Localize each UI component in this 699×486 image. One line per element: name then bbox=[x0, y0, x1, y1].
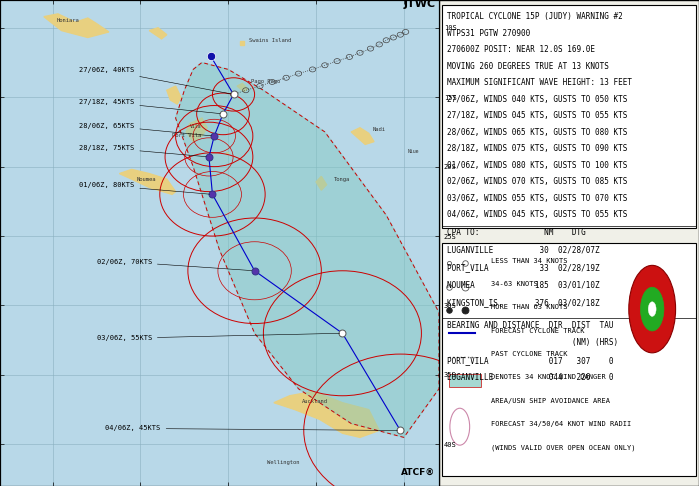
Polygon shape bbox=[150, 28, 167, 39]
Text: 04/06Z, WINDS 045 KTS, GUSTS TO 055 KTS: 04/06Z, WINDS 045 KTS, GUSTS TO 055 KTS bbox=[447, 210, 627, 220]
Text: Honiara: Honiara bbox=[56, 18, 79, 23]
Text: MAXIMUM SIGNIFICANT WAVE HEIGHT: 13 FEET: MAXIMUM SIGNIFICANT WAVE HEIGHT: 13 FEET bbox=[447, 78, 632, 87]
Text: JTWC: JTWC bbox=[403, 0, 435, 9]
Text: CPA TO:              NM    DTG: CPA TO: NM DTG bbox=[447, 228, 586, 238]
Text: 28/18Z, WINDS 075 KTS, GUSTS TO 090 KTS: 28/18Z, WINDS 075 KTS, GUSTS TO 090 KTS bbox=[447, 144, 627, 154]
Text: ATCF®: ATCF® bbox=[401, 468, 435, 477]
Text: Vila: Vila bbox=[189, 124, 201, 129]
Text: 03/06Z, WINDS 055 KTS, GUSTS TO 070 KTS: 03/06Z, WINDS 055 KTS, GUSTS TO 070 KTS bbox=[447, 194, 627, 203]
Text: MORE THAN 63 KNOTS: MORE THAN 63 KNOTS bbox=[491, 304, 568, 310]
Text: LUGANVILLE          30  02/28/07Z: LUGANVILLE 30 02/28/07Z bbox=[447, 246, 600, 255]
Text: (WINDS VALID OVER OPEN OCEAN ONLY): (WINDS VALID OVER OPEN OCEAN ONLY) bbox=[491, 444, 635, 451]
Text: Noumea: Noumea bbox=[137, 176, 157, 181]
Text: 27/18Z, 45KTS: 27/18Z, 45KTS bbox=[79, 99, 220, 114]
Text: BEARING AND DISTANCE  DIR  DIST  TAU: BEARING AND DISTANCE DIR DIST TAU bbox=[447, 321, 613, 330]
Text: 28/06Z, 65KTS: 28/06Z, 65KTS bbox=[79, 123, 212, 136]
Text: LESS THAN 34 KNOTS: LESS THAN 34 KNOTS bbox=[491, 258, 568, 263]
Text: Tonga: Tonga bbox=[333, 176, 350, 181]
Polygon shape bbox=[167, 86, 181, 104]
Text: DENOTES 34 KNOT WIND DANGER: DENOTES 34 KNOT WIND DANGER bbox=[491, 374, 606, 380]
Text: KINGSTON_IS.       376  03/02/18Z: KINGSTON_IS. 376 03/02/18Z bbox=[447, 298, 600, 308]
Text: 27/18Z, WINDS 045 KTS, GUSTS TO 055 KTS: 27/18Z, WINDS 045 KTS, GUSTS TO 055 KTS bbox=[447, 111, 627, 121]
Text: 02/06Z, WINDS 070 KTS, GUSTS TO 085 KTS: 02/06Z, WINDS 070 KTS, GUSTS TO 085 KTS bbox=[447, 177, 627, 187]
Polygon shape bbox=[237, 83, 247, 92]
Polygon shape bbox=[186, 118, 207, 141]
Text: NOUMEA             185  03/01/10Z: NOUMEA 185 03/01/10Z bbox=[447, 281, 600, 290]
Text: 01/06Z, 80KTS: 01/06Z, 80KTS bbox=[79, 182, 210, 194]
Polygon shape bbox=[175, 63, 439, 437]
FancyBboxPatch shape bbox=[442, 243, 696, 476]
Text: 03/06Z, 55KTS: 03/06Z, 55KTS bbox=[96, 333, 340, 341]
Polygon shape bbox=[120, 170, 175, 194]
Text: MOVING 260 DEGREES TRUE AT 13 KNOTS: MOVING 260 DEGREES TRUE AT 13 KNOTS bbox=[447, 62, 609, 71]
Text: 27/06Z, WINDS 040 KTS, GUSTS TO 050 KTS: 27/06Z, WINDS 040 KTS, GUSTS TO 050 KTS bbox=[447, 95, 627, 104]
Text: TROPICAL CYCLONE 15P (JUDY) WARNING #2: TROPICAL CYCLONE 15P (JUDY) WARNING #2 bbox=[447, 12, 623, 21]
FancyBboxPatch shape bbox=[449, 374, 481, 387]
Text: 04/06Z, 45KTS: 04/06Z, 45KTS bbox=[106, 425, 398, 432]
Text: Auckland: Auckland bbox=[302, 399, 328, 404]
Text: Niue: Niue bbox=[408, 149, 419, 154]
Text: WTPS31 PGTW 270900: WTPS31 PGTW 270900 bbox=[447, 29, 530, 38]
Text: 270600Z POSIT: NEAR 12.0S 169.0E: 270600Z POSIT: NEAR 12.0S 169.0E bbox=[447, 45, 595, 54]
Polygon shape bbox=[274, 392, 380, 437]
Text: 01/06Z, WINDS 080 KTS, GUSTS TO 100 KTS: 01/06Z, WINDS 080 KTS, GUSTS TO 100 KTS bbox=[447, 161, 627, 170]
Polygon shape bbox=[316, 176, 326, 190]
Text: 34-63 KNOTS: 34-63 KNOTS bbox=[491, 281, 538, 287]
Text: (NM) (HRS): (NM) (HRS) bbox=[447, 338, 618, 347]
FancyBboxPatch shape bbox=[442, 5, 696, 228]
Text: AREA/USN SHIP AVOIDANCE AREA: AREA/USN SHIP AVOIDANCE AREA bbox=[491, 398, 610, 403]
Text: Swains Island: Swains Island bbox=[250, 37, 291, 43]
Text: 28/18Z, 75KTS: 28/18Z, 75KTS bbox=[79, 145, 206, 156]
Text: 27/06Z, 40KTS: 27/06Z, 40KTS bbox=[79, 67, 231, 94]
Text: PORT_VILA           33  02/28/19Z: PORT_VILA 33 02/28/19Z bbox=[447, 263, 600, 273]
Text: PAST CYCLONE TRACK: PAST CYCLONE TRACK bbox=[491, 351, 568, 357]
FancyBboxPatch shape bbox=[439, 0, 699, 486]
Text: 28/06Z, WINDS 065 KTS, GUSTS TO 080 KTS: 28/06Z, WINDS 065 KTS, GUSTS TO 080 KTS bbox=[447, 128, 627, 137]
Polygon shape bbox=[351, 128, 374, 144]
Text: PORT_VILA             017   307    0: PORT_VILA 017 307 0 bbox=[447, 356, 613, 365]
Text: Pago Pago: Pago Pago bbox=[251, 79, 280, 84]
Text: Wellington: Wellington bbox=[267, 460, 299, 465]
Text: Port Vila: Port Vila bbox=[172, 134, 201, 139]
Circle shape bbox=[648, 302, 656, 316]
Text: LUGANVILLE            044   226    0: LUGANVILLE 044 226 0 bbox=[447, 373, 613, 382]
Circle shape bbox=[629, 265, 676, 353]
Polygon shape bbox=[44, 14, 109, 37]
Text: 02/06Z, 70KTS: 02/06Z, 70KTS bbox=[96, 259, 252, 271]
Text: FORECAST CYCLONE TRACK: FORECAST CYCLONE TRACK bbox=[491, 328, 584, 333]
Text: FORECAST 34/50/64 KNOT WIND RADII: FORECAST 34/50/64 KNOT WIND RADII bbox=[491, 421, 631, 427]
Text: Nadi: Nadi bbox=[373, 126, 385, 132]
Circle shape bbox=[640, 287, 664, 331]
